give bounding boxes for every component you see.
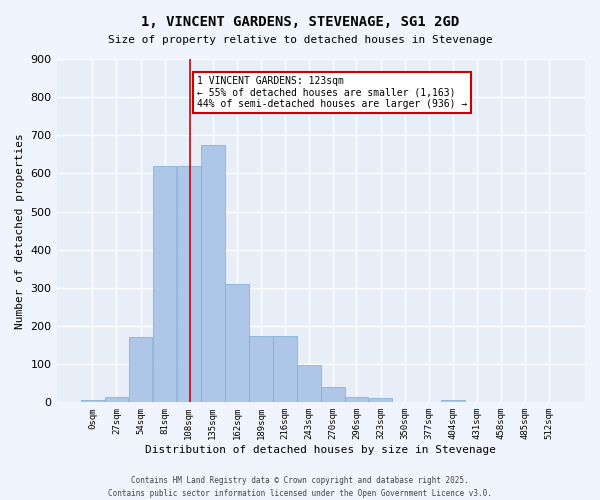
- Bar: [441, 400, 464, 402]
- Text: Size of property relative to detached houses in Stevenage: Size of property relative to detached ho…: [107, 35, 493, 45]
- Bar: [249, 336, 273, 402]
- Bar: [322, 387, 345, 402]
- Bar: [344, 396, 368, 402]
- Bar: [225, 284, 249, 403]
- Bar: [80, 400, 104, 402]
- X-axis label: Distribution of detached houses by size in Stevenage: Distribution of detached houses by size …: [145, 445, 496, 455]
- Text: Contains HM Land Registry data © Crown copyright and database right 2025.: Contains HM Land Registry data © Crown c…: [131, 476, 469, 485]
- Bar: [273, 336, 297, 402]
- Bar: [129, 338, 152, 402]
- Bar: [298, 365, 321, 403]
- Text: 1 VINCENT GARDENS: 123sqm
← 55% of detached houses are smaller (1,163)
44% of se: 1 VINCENT GARDENS: 123sqm ← 55% of detac…: [197, 76, 467, 110]
- Bar: [153, 166, 176, 402]
- Bar: [369, 398, 392, 402]
- Text: Contains public sector information licensed under the Open Government Licence v3: Contains public sector information licen…: [108, 488, 492, 498]
- Bar: [177, 166, 200, 402]
- Bar: [201, 145, 224, 403]
- Y-axis label: Number of detached properties: Number of detached properties: [15, 133, 25, 328]
- Text: 1, VINCENT GARDENS, STEVENAGE, SG1 2GD: 1, VINCENT GARDENS, STEVENAGE, SG1 2GD: [141, 15, 459, 29]
- Bar: [104, 398, 128, 402]
